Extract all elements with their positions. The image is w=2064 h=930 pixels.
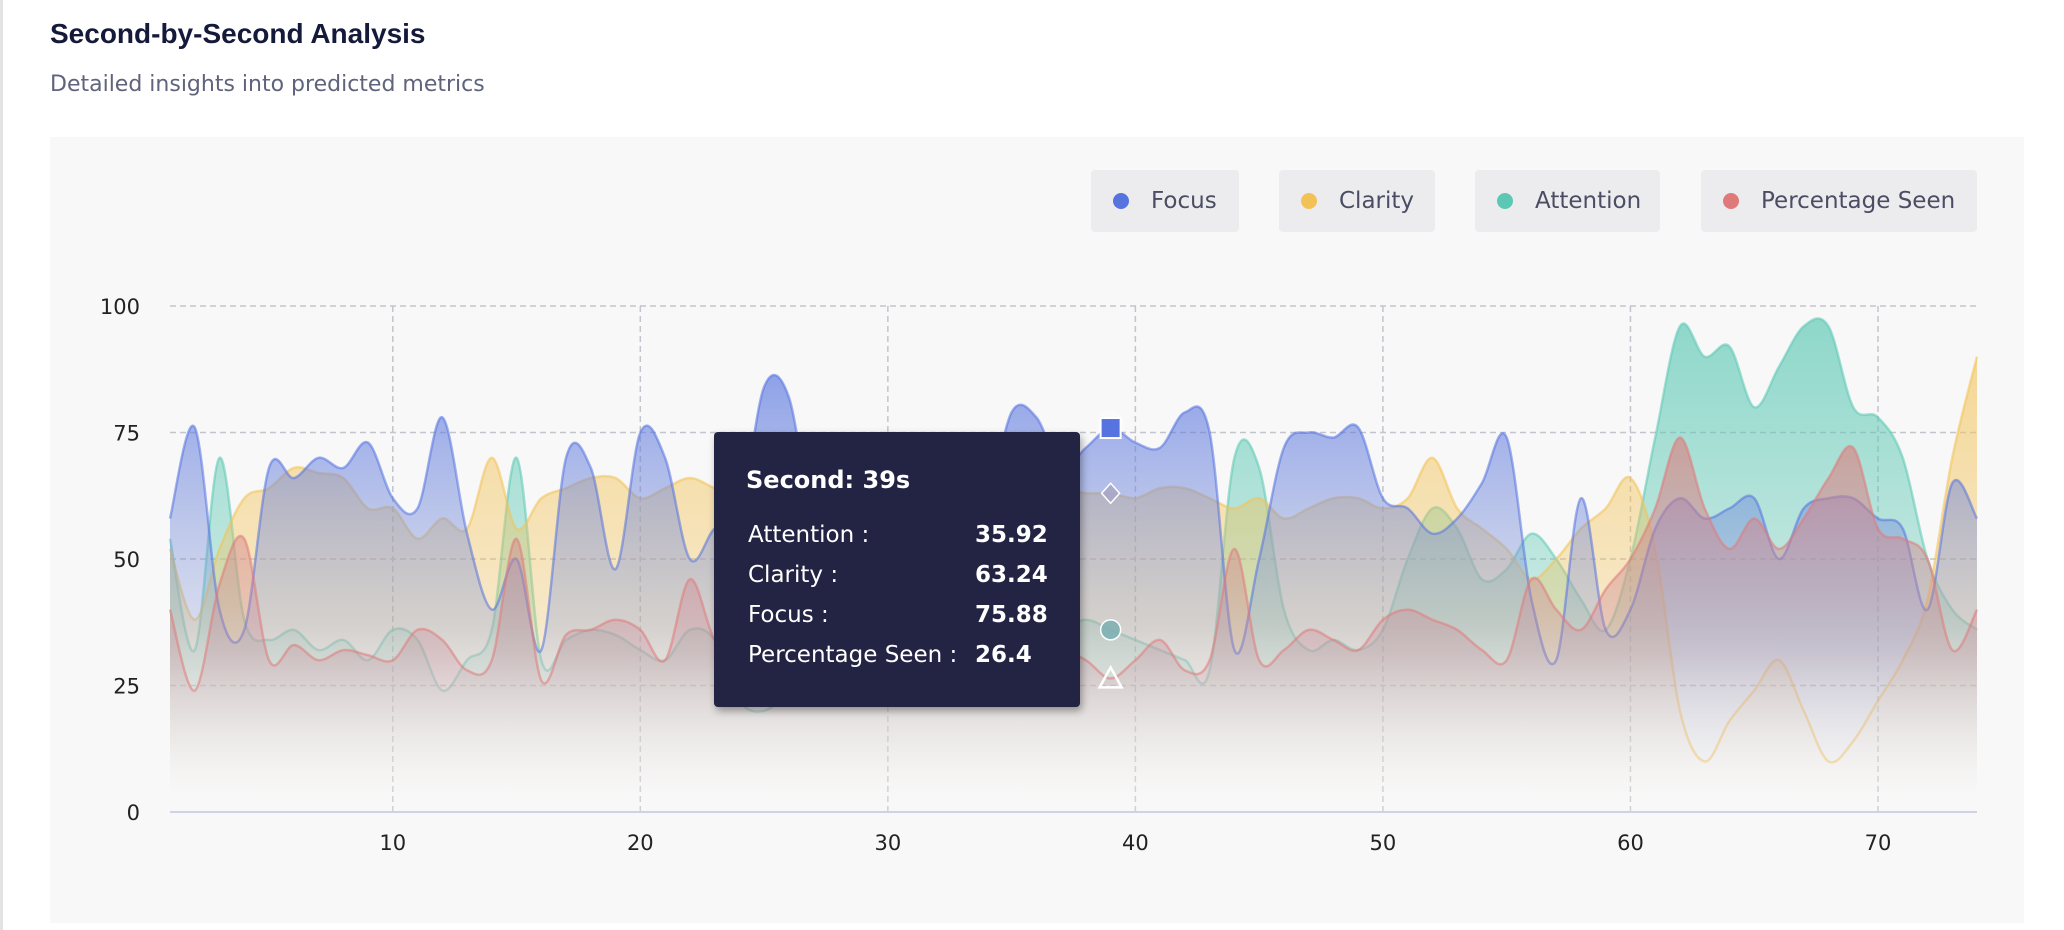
x-tick-label: 20 (627, 831, 654, 855)
tooltip-title: Second: 39s (746, 466, 911, 494)
y-tick-label: 75 (113, 422, 140, 446)
tooltip-value-attention: 35.92 (975, 522, 1048, 548)
x-tick-label: 30 (874, 831, 901, 855)
y-tick-label: 100 (100, 295, 140, 319)
legend-label-clarity: Clarity (1339, 188, 1415, 214)
left-border (0, 0, 3, 930)
percentage-seen-legend-dot (1723, 193, 1739, 209)
attention-legend-dot (1497, 193, 1513, 209)
focus-legend-dot (1113, 193, 1129, 209)
legend-label-attention: Attention (1535, 188, 1642, 214)
y-tick-label: 0 (127, 801, 140, 825)
chart-title: Second-by-Second Analysis (50, 18, 426, 49)
legend-item-percentage-seen[interactable]: Percentage Seen (1701, 170, 1977, 232)
focus-hover-marker (1099, 417, 1122, 440)
tooltip-label-percentage-seen: Percentage Seen : (748, 642, 958, 668)
tooltip-label-focus: Focus : (748, 602, 829, 628)
tooltip-label-attention: Attention : (748, 522, 870, 548)
chart-subtitle: Detailed insights into predicted metrics (50, 72, 485, 97)
y-tick-label: 25 (113, 675, 140, 699)
tooltip-value-focus: 75.88 (975, 602, 1048, 628)
y-tick-label: 50 (113, 548, 140, 572)
chart-tooltip: Second: 39s Attention : 35.92 Clarity : … (714, 432, 1080, 707)
tooltip-label-clarity: Clarity : (748, 562, 839, 588)
x-tick-label: 60 (1617, 831, 1644, 855)
clarity-legend-dot (1301, 193, 1317, 209)
tooltip-value-percentage-seen: 26.4 (975, 642, 1032, 668)
clarity-hover-marker (1100, 482, 1121, 505)
tooltip-value-clarity: 63.24 (975, 562, 1048, 588)
percentage-seen-area (170, 437, 1977, 812)
legend-label-percentage-seen: Percentage Seen (1761, 188, 1956, 214)
legend-item-focus[interactable]: Focus (1091, 170, 1239, 232)
x-tick-label: 50 (1370, 831, 1397, 855)
x-tick-label: 70 (1865, 831, 1892, 855)
legend-item-clarity[interactable]: Clarity (1279, 170, 1435, 232)
x-tick-label: 10 (379, 831, 406, 855)
legend-item-attention[interactable]: Attention (1475, 170, 1660, 232)
legend-label-focus: Focus (1151, 188, 1217, 214)
attention-hover-marker (1099, 619, 1122, 641)
percentage-seen-hover-marker (1097, 664, 1124, 689)
x-tick-label: 40 (1122, 831, 1149, 855)
